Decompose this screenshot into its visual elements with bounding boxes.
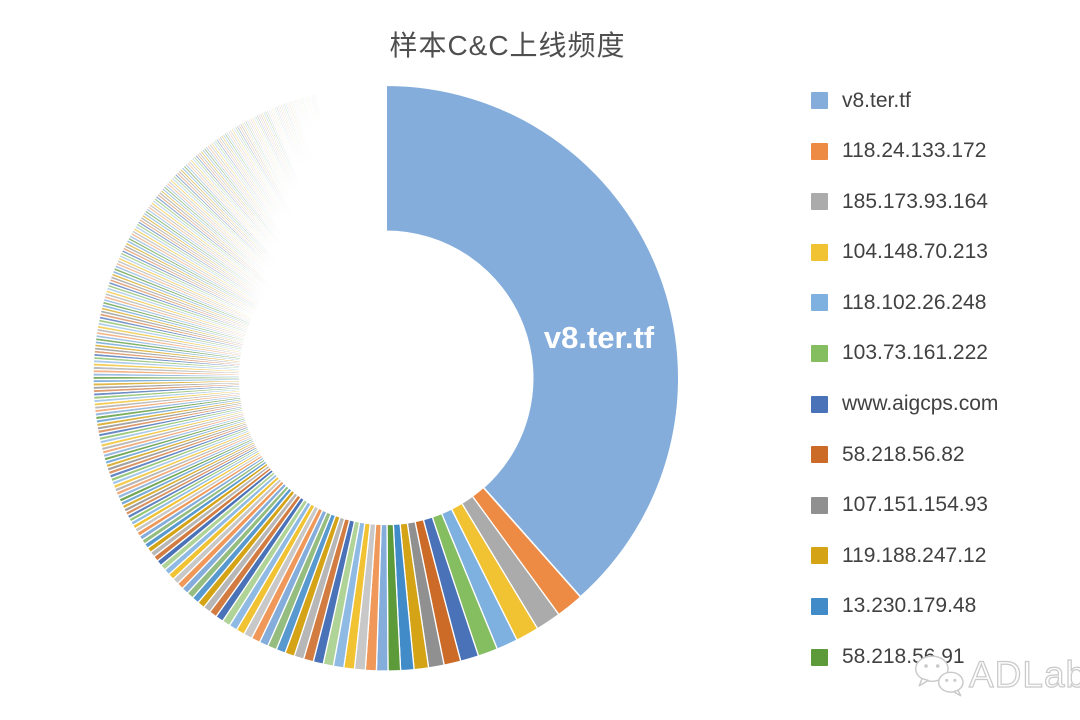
chart-legend: v8.ter.tf 118.24.133.172 185.173.93.164 … [811, 88, 999, 697]
legend-item: www.aigcps.com [811, 392, 999, 416]
legend-label: 185.173.93.164 [842, 189, 988, 213]
legend-item: 185.173.93.164 [811, 189, 998, 213]
legend-swatch-icon [811, 648, 828, 666]
legend-swatch-icon [811, 243, 828, 261]
legend-swatch-icon [811, 547, 828, 565]
legend-swatch-icon [811, 344, 828, 362]
legend-label: 13.230.179.48 [842, 594, 977, 618]
legend-swatch-icon [811, 142, 828, 160]
legend-label: 103.73.161.222 [842, 341, 988, 365]
legend-label: www.aigcps.com [842, 392, 999, 416]
legend-item: 118.24.133.172 [811, 139, 998, 163]
legend-label: 118.102.26.248 [842, 290, 987, 314]
legend-item: 58.218.56.82 [811, 442, 998, 466]
legend-item: 118.102.26.248 [811, 290, 998, 314]
legend-label: 58.218.56.91 [842, 645, 965, 669]
pie-slice [384, 84, 387, 233]
legend-item: 58.218.56.91 [811, 645, 998, 669]
legend-label: 107.151.154.93 [842, 493, 988, 517]
big-slice-data-label: v8.ter.tf [544, 320, 655, 355]
legend-swatch-icon [811, 193, 828, 211]
pie-slice-v8tertf [385, 83, 680, 599]
legend-item: v8.ter.tf [811, 88, 998, 112]
legend-label: 119.188.247.12 [842, 543, 987, 567]
legend-item: 103.73.161.222 [811, 341, 998, 365]
legend-swatch-icon [811, 597, 828, 615]
legend-item: 104.148.70.213 [811, 240, 998, 264]
legend-item: 13.230.179.48 [811, 594, 998, 618]
legend-swatch-icon [811, 92, 828, 109]
legend-label: 104.148.70.213 [842, 240, 988, 264]
legend-label: 118.24.133.172 [842, 139, 987, 163]
legend-swatch-icon [811, 294, 828, 312]
legend-swatch-icon [811, 446, 828, 464]
legend-swatch-icon [811, 395, 828, 413]
chart-title: 样本C&C上线频度 [389, 30, 626, 61]
legend-label: 58.218.56.82 [842, 442, 965, 466]
donut-slices [92, 83, 680, 672]
legend-label: v8.ter.tf [842, 88, 911, 112]
legend-item: 119.188.247.12 [811, 543, 998, 567]
legend-item: 107.151.154.93 [811, 493, 998, 517]
legend-swatch-icon [811, 496, 828, 514]
